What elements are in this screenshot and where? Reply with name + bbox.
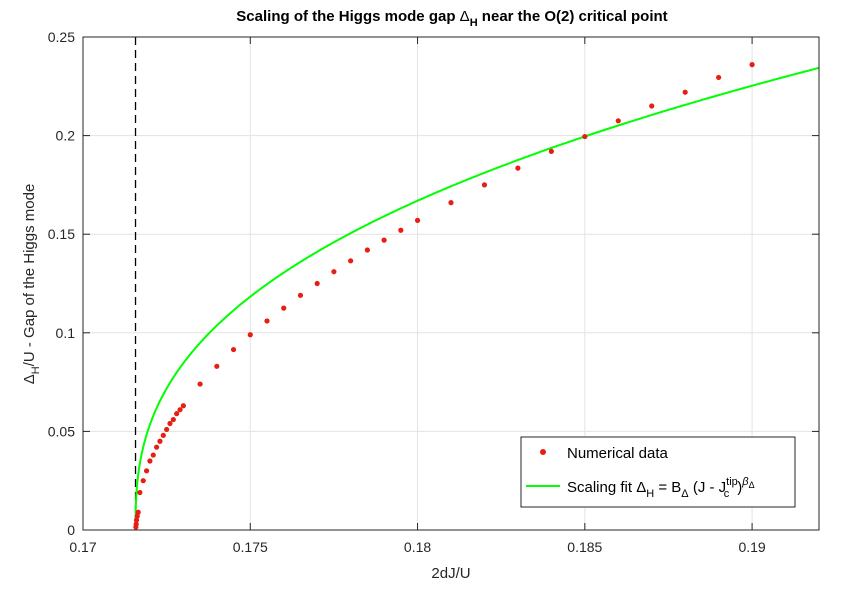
data-point: [481, 182, 488, 188]
data-point: [167, 420, 173, 427]
x-axis-label: 2dJ/U: [431, 565, 470, 582]
data-point: [364, 247, 370, 253]
y-axis-label: ΔH/U - Gap of the Higgs mode: [21, 184, 42, 385]
data-point: [133, 517, 140, 523]
data-point: [170, 416, 176, 423]
data-point: [264, 318, 270, 324]
data-point: [197, 381, 203, 387]
data-point: [582, 133, 588, 140]
legend-label-fit: Scaling fit ΔH = BΔ (J - Jtip c)βΔ: [567, 476, 755, 500]
data-point: [281, 305, 287, 311]
data-point: [143, 468, 150, 474]
data-point: [398, 227, 404, 233]
data-point: [348, 258, 354, 264]
data-point: [749, 62, 755, 68]
y-tick-label: 0.05: [48, 423, 75, 439]
y-tick-label: 0.25: [48, 29, 75, 45]
data-point: [649, 103, 655, 109]
legend-box: [520, 436, 796, 508]
y-tick-label: 0.15: [48, 226, 75, 242]
data-point: [716, 74, 722, 81]
data-point: [548, 148, 554, 154]
data-point: [180, 403, 186, 409]
data-point: [135, 509, 141, 515]
fit-line-group: [134, 66, 820, 530]
data-point: [140, 478, 146, 484]
axis-ticks: 0.17 0.175 0.18 0.185 0.19 0 0.05 0.1 0.15 0.2 0.2…: [48, 29, 819, 555]
data-point: [682, 89, 688, 95]
data-point: [137, 489, 143, 496]
data-point: [147, 458, 153, 464]
y-tick-label: 0: [67, 522, 75, 538]
data-point: [331, 269, 337, 275]
x-tick-label: 0.185: [567, 539, 602, 555]
data-point: [214, 363, 220, 369]
data-point: [515, 165, 521, 171]
x-tick-label: 0.18: [404, 539, 431, 555]
x-tick-label: 0.175: [233, 539, 268, 555]
y-tick-label: 0.1: [56, 325, 76, 341]
fit-line: [134, 66, 820, 530]
legend: Numerical data Scaling fit ΔH = BΔ (J - …: [520, 436, 796, 508]
data-point: [230, 346, 237, 353]
data-point: [157, 438, 163, 444]
x-tick-label: 0.19: [738, 539, 765, 555]
data-point: [174, 411, 180, 417]
data-point: [160, 432, 166, 438]
chart-title: Scaling of the Higgs mode gap ΔH near th…: [236, 8, 667, 29]
data-point: [247, 332, 253, 338]
data-point: [177, 407, 183, 413]
x-tick-label: 0.17: [69, 539, 96, 555]
legend-label-data: Numerical data: [567, 445, 669, 462]
data-point: [134, 513, 140, 519]
data-point: [615, 118, 621, 124]
data-point: [150, 452, 156, 458]
data-point: [314, 280, 320, 287]
data-point: [448, 200, 454, 206]
y-tick-label: 0.2: [56, 128, 76, 144]
data-points-group: [133, 62, 755, 530]
data-point: [297, 292, 304, 298]
data-point: [414, 217, 421, 223]
data-point: [154, 444, 160, 450]
data-point: [164, 426, 170, 433]
data-point: [133, 521, 139, 527]
plot-frame: [82, 36, 820, 531]
data-point: [381, 237, 387, 243]
legend-marker-data: [540, 449, 546, 455]
